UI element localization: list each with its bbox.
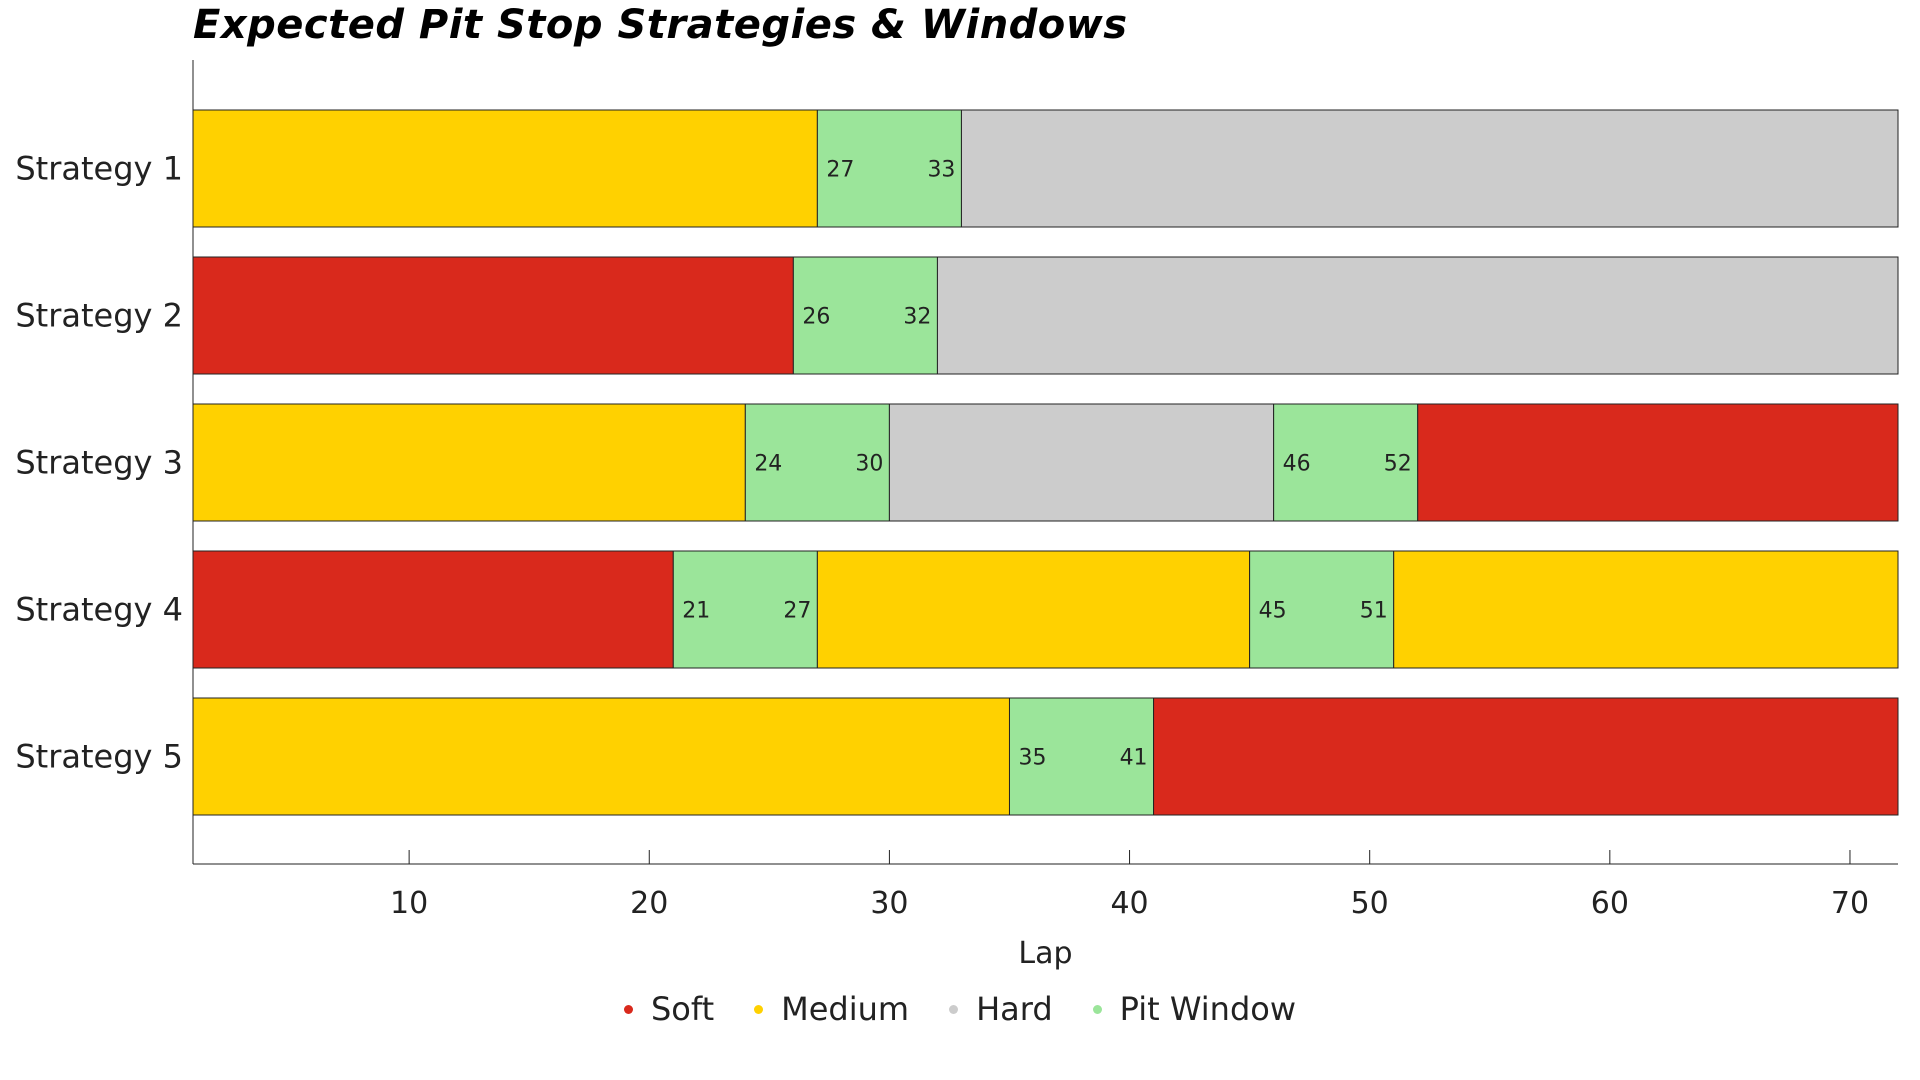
pit-window-segment (792, 256, 938, 375)
pit-window-start-label: 27 (826, 158, 854, 183)
y-tick-label: Strategy 2 (15, 297, 183, 335)
legend-label: Hard (976, 990, 1053, 1028)
pit-window-segment (816, 109, 962, 228)
pit-window-end-label: 27 (783, 599, 811, 624)
y-tick-label: Strategy 4 (15, 591, 183, 629)
legend-marker (623, 1004, 633, 1014)
pit-window-segment (672, 550, 818, 669)
legend-item-soft: Soft (623, 990, 715, 1028)
pit-window-start-label: 21 (682, 599, 710, 624)
pit-window-start-label: 26 (802, 305, 830, 330)
pit-strategy-chart: 10 20 30 40 50 60 70 Lap Strategy 1 27 33 Strategy … (15, 60, 1899, 971)
x-tick-label: 10 (390, 886, 428, 921)
medium-tyre-segment (1393, 550, 1899, 669)
medium-tyre-segment (192, 403, 746, 522)
x-axis-label: Lap (1018, 936, 1072, 971)
legend-marker (754, 1004, 764, 1014)
legend-marker (949, 1004, 959, 1014)
soft-tyre-segment (1417, 403, 1899, 522)
legend-label: Pit Window (1119, 990, 1297, 1028)
legend-item-pit-window: Pit Window (1092, 990, 1297, 1028)
pit-window-start-label: 24 (754, 452, 782, 477)
legend-item-medium: Medium (754, 990, 909, 1028)
y-tick-label: Strategy 5 (15, 738, 183, 776)
pit-window-segment (1008, 697, 1155, 816)
pit-window-end-label: 52 (1384, 452, 1412, 477)
x-tick-label: 60 (1591, 886, 1629, 921)
pit-window-segment (1249, 550, 1395, 669)
pit-window-end-label: 41 (1120, 746, 1148, 771)
legend-marker (1092, 1004, 1102, 1014)
medium-tyre-segment (816, 550, 1251, 669)
pit-window-start-label: 35 (1018, 746, 1046, 771)
medium-tyre-segment (192, 109, 818, 228)
x-tick-label: 50 (1351, 886, 1389, 921)
pit-window-end-label: 33 (927, 158, 955, 183)
legend-label: Medium (781, 990, 910, 1028)
medium-tyre-segment (192, 697, 1010, 816)
chart-title: Expected Pit Stop Strategies & Windows (193, 2, 1128, 48)
soft-tyre-segment (1153, 697, 1899, 816)
hard-tyre-segment (888, 403, 1275, 522)
pit-window-end-label: 30 (855, 452, 883, 477)
pit-window-start-label: 45 (1259, 599, 1287, 624)
hard-tyre-segment (936, 256, 1899, 375)
pit-window-start-label: 46 (1283, 452, 1311, 477)
y-tick-label: Strategy 3 (15, 444, 183, 482)
chart-legend: Soft Medium Hard Pit Window (0, 990, 1920, 1028)
legend-label: Soft (650, 990, 715, 1028)
legend-item-hard: Hard (949, 990, 1053, 1028)
soft-tyre-segment (192, 550, 674, 669)
pit-window-end-label: 32 (903, 305, 931, 330)
soft-tyre-segment (192, 256, 794, 375)
pit-window-segment (1273, 403, 1419, 522)
pit-window-end-label: 51 (1360, 599, 1388, 624)
pit-window-segment (744, 403, 890, 522)
hard-tyre-segment (960, 109, 1899, 228)
y-tick-label: Strategy 1 (15, 150, 183, 188)
x-tick-label: 30 (870, 886, 908, 921)
x-tick-label: 70 (1831, 886, 1869, 921)
x-tick-label: 20 (630, 886, 668, 921)
x-tick-label: 40 (1110, 886, 1148, 921)
